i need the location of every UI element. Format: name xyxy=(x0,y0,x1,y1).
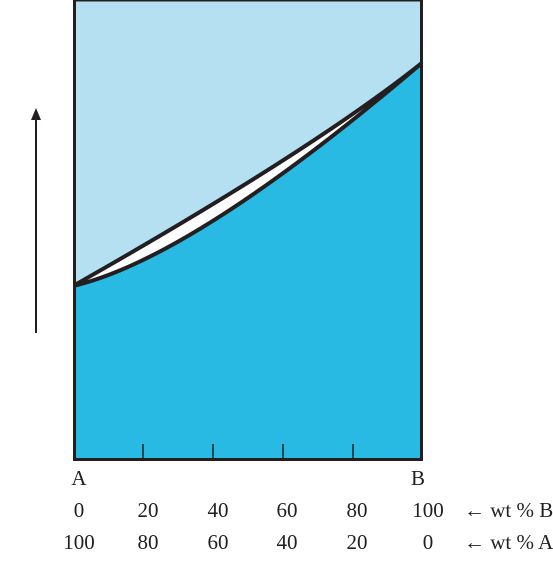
axis-tick-value: 0 xyxy=(423,530,434,555)
axis-tick-value: 40 xyxy=(208,498,229,523)
axis-row-label: ← wt % A xyxy=(464,530,553,555)
axis-row-label: ← wt % B xyxy=(464,498,553,523)
axis-tick-value: 100 xyxy=(63,530,95,555)
axis-endpoint-b: B xyxy=(411,466,425,491)
axis-tick-value: 80 xyxy=(347,498,368,523)
axis-tick-value: 40 xyxy=(277,530,298,555)
phase-diagram: A B 0 20 40 60 80 100 ← wt % B 100 80 60 40 20 0 ← wt… xyxy=(0,0,553,563)
axis-tick-value: 20 xyxy=(347,530,368,555)
phase-plot xyxy=(73,0,423,461)
axis-tick-value: 0 xyxy=(74,498,85,523)
axis-tick-value: 60 xyxy=(208,530,229,555)
axis-tick-value: 100 xyxy=(412,498,444,523)
axis-tick-value: 20 xyxy=(138,498,159,523)
axis-endpoint-a: A xyxy=(71,466,86,491)
axis-tick-value: 80 xyxy=(138,530,159,555)
axis-tick-value: 60 xyxy=(277,498,298,523)
